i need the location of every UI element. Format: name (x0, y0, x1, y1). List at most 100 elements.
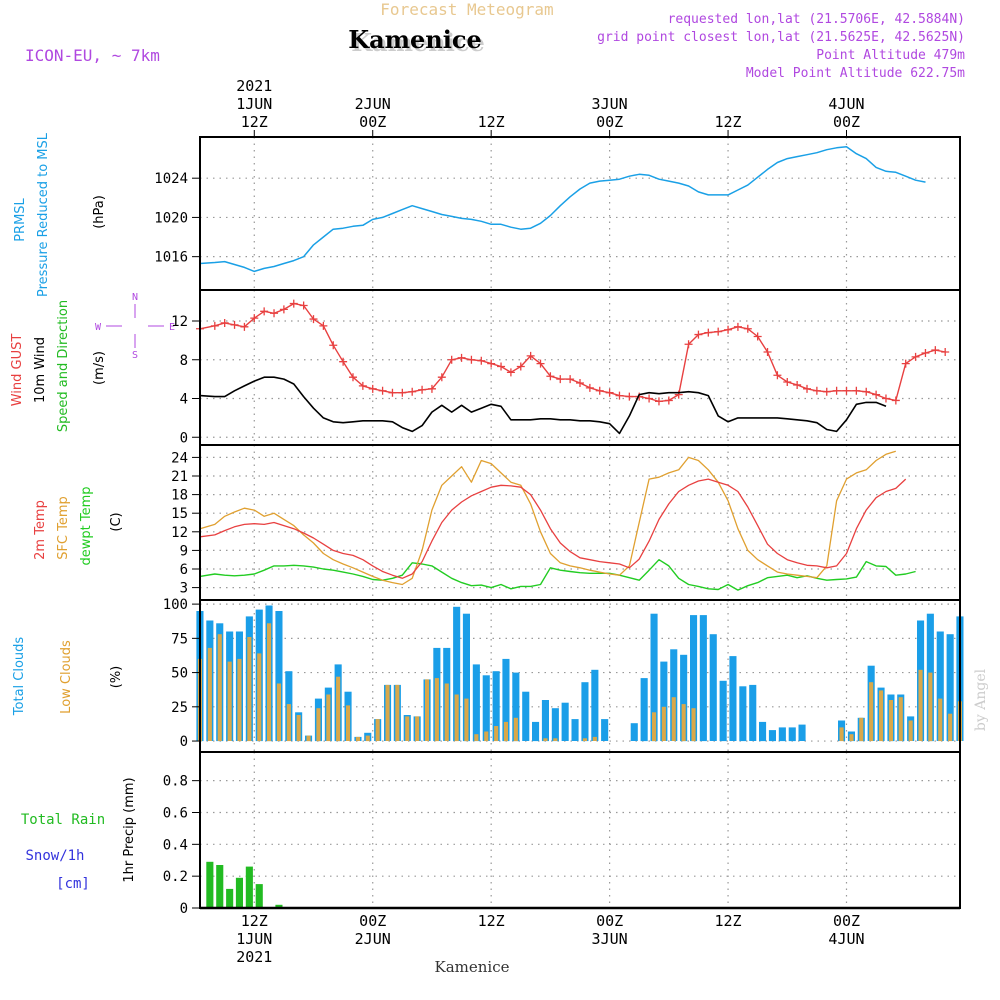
compass-cross-icon (106, 304, 164, 348)
wind-gust-point (299, 301, 308, 310)
bottom-time-label: 12Z (715, 912, 742, 930)
total-clouds-bar (768, 730, 776, 742)
temp-label-sfc: SFC Temp (56, 496, 71, 560)
bottom-time-label: 3JUN (592, 930, 628, 948)
wind-gust-point (901, 359, 910, 368)
wind-gust-point (911, 352, 920, 361)
wind-gust-point (585, 383, 594, 392)
total-clouds-bar (630, 723, 638, 741)
wind-panel-frame (199, 289, 961, 446)
footer-station: Kamenice (435, 958, 510, 976)
bottom-time-label: 00Z (833, 912, 860, 930)
low-clouds-bar (227, 661, 232, 741)
top-time-label: 2021 (236, 77, 272, 95)
wind-ytick-label: 4 (180, 392, 188, 408)
total-clouds-bar (759, 721, 767, 742)
bottom-time-label: 2JUN (355, 930, 391, 948)
low-clouds-bar (395, 684, 400, 741)
top-time-label: 00Z (359, 113, 386, 131)
watermark: by Angel (973, 668, 989, 731)
top-time-label: 2JUN (355, 95, 391, 113)
low-clouds-bar (543, 738, 548, 741)
low-clouds-bar (888, 700, 893, 742)
station-title: Kamenice (348, 25, 482, 54)
wind-gust-point (664, 396, 673, 405)
wind-gust-point (733, 322, 742, 331)
wind-gust-point (497, 362, 506, 371)
total-clouds-bar (670, 649, 678, 741)
data-marks (196, 146, 964, 908)
wind-gust-point (931, 346, 940, 355)
precip-ytick-label: 0.6 (163, 805, 188, 821)
top-time-label: 1JUN (236, 95, 272, 113)
wind-gust-point (378, 386, 387, 395)
low-clouds-bar (948, 713, 953, 742)
wind-side-labels: Wind GUST 10m Wind Speed and Direction (… (10, 300, 107, 432)
temp-ytick-label: 6 (180, 562, 188, 578)
temp-ytick-label: 9 (180, 543, 188, 559)
station-title-shadow: Kamenice (351, 28, 485, 57)
low-clouds-bar (267, 623, 272, 742)
wind-gust-point (812, 386, 821, 395)
low-clouds-bar (898, 697, 903, 741)
low-clouds-bar (444, 683, 449, 741)
clouds-ytick-label: 0 (180, 734, 188, 750)
low-clouds-bar (247, 637, 252, 742)
low-clouds-bar (306, 735, 311, 742)
wind-gust-point (250, 314, 259, 323)
bottom-time-label: 00Z (359, 912, 386, 930)
wind-gust-point (260, 307, 269, 316)
low-clouds-bar (346, 705, 351, 741)
total-clouds-bar (482, 675, 490, 741)
rain-bar (245, 866, 253, 908)
wind-gust-point (743, 324, 752, 333)
total-clouds-bar (502, 658, 510, 742)
pressure-side-labels: PRMSL Pressure Reduced to MSL (hPa) (13, 132, 107, 297)
rain-bar (216, 865, 224, 908)
wind-gust-point (921, 348, 930, 357)
wind-gust-point (753, 332, 762, 341)
wind-gust-point (941, 348, 950, 356)
compass-e: E (169, 322, 175, 333)
wind-gust-point (408, 387, 417, 396)
wind-label-speed: Speed and Direction (56, 300, 71, 432)
pressure-label-1: PRMSL (13, 197, 28, 241)
low-clouds-bar (849, 734, 854, 741)
wind-gust-line (199, 302, 946, 403)
low-clouds-bar (415, 716, 420, 741)
wind-gust-point (536, 359, 545, 368)
rain-bar (255, 884, 263, 908)
precip-ytick-label: 0.8 (163, 774, 188, 790)
top-time-label: 00Z (833, 113, 860, 131)
low-clouds-bar (434, 678, 439, 742)
low-clouds-bar (474, 734, 479, 741)
low-clouds-bar (316, 708, 321, 742)
top-time-label: 12Z (478, 113, 505, 131)
precip-label-snow: Snow/1h (25, 848, 84, 864)
wind-gust-point (773, 371, 782, 380)
grid-point-coords: grid point closest lon,lat (21.5625E, 42… (597, 30, 965, 45)
wind-gust-point (546, 372, 555, 381)
bottom-time-label: 2021 (236, 948, 272, 966)
wind-gust-point (832, 386, 841, 395)
temp-unit: (C) (109, 512, 124, 531)
low-clouds-bar (217, 634, 222, 741)
total-clouds-bar (798, 724, 806, 741)
dewpt-temp-line (199, 559, 916, 591)
top-time-label: 3JUN (592, 95, 628, 113)
wind-gust-point (467, 355, 476, 364)
pressure-line (199, 146, 926, 273)
clouds-unit: (%) (109, 666, 124, 689)
wind-gust-point (516, 362, 525, 371)
low-clouds-bar (286, 704, 291, 742)
wind-gust-point (881, 394, 890, 403)
wind-gust-point (763, 348, 772, 356)
low-clouds-bar (385, 684, 390, 741)
wind-gust-point (862, 387, 871, 396)
product-title: Forecast Meteogram (380, 0, 553, 19)
rain-bar (206, 861, 214, 908)
pressure-unit: (hPa) (92, 195, 107, 229)
wind-gust-point (783, 378, 792, 387)
total-clouds-bar (650, 613, 658, 742)
